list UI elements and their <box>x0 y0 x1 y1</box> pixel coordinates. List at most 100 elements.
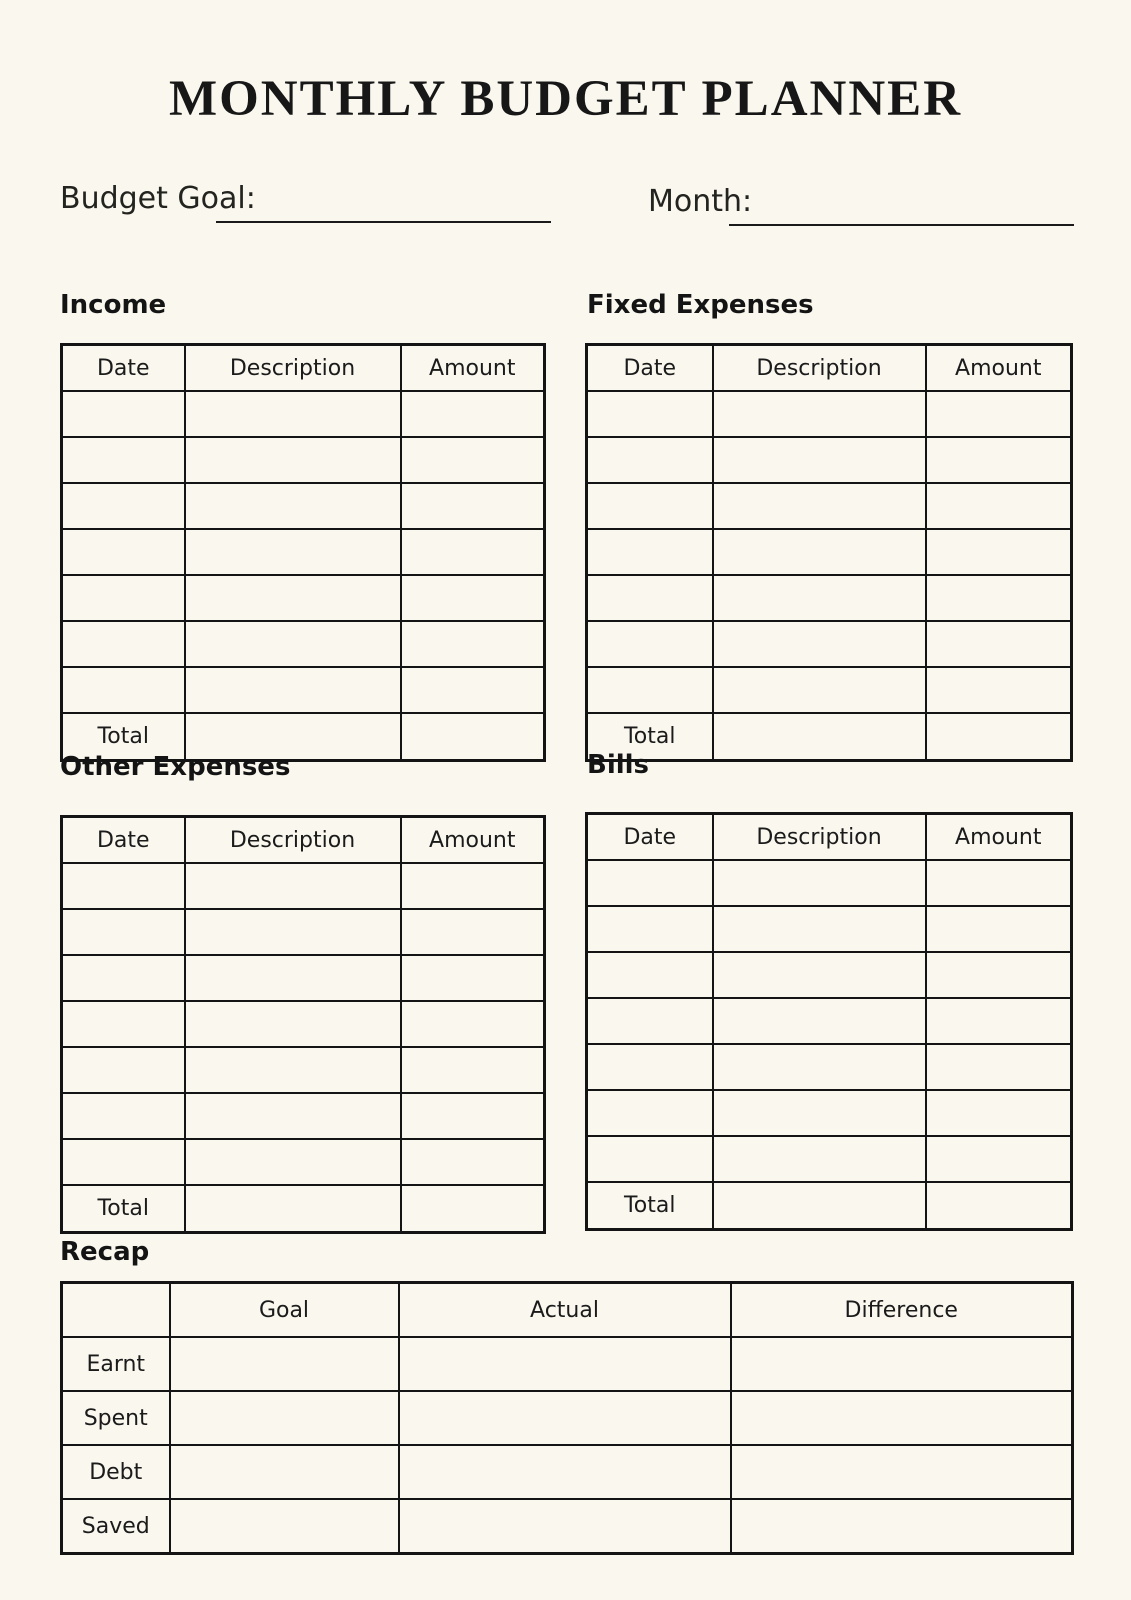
empty-cell[interactable] <box>183 908 402 956</box>
empty-cell[interactable] <box>924 620 1073 668</box>
budget-goal-input-line[interactable] <box>216 221 551 223</box>
empty-cell[interactable] <box>924 1135 1073 1183</box>
empty-cell[interactable] <box>924 1089 1073 1137</box>
empty-cell[interactable] <box>399 862 546 910</box>
empty-cell[interactable] <box>399 528 546 576</box>
other-expenses-total-amount-cell[interactable] <box>399 1184 546 1234</box>
empty-cell[interactable] <box>711 666 927 714</box>
empty-cell[interactable] <box>924 390 1073 438</box>
empty-cell[interactable] <box>183 390 402 438</box>
empty-cell[interactable] <box>183 1046 402 1094</box>
empty-cell[interactable] <box>711 859 927 907</box>
empty-cell[interactable] <box>183 574 402 622</box>
empty-cell[interactable] <box>924 997 1073 1045</box>
empty-cell[interactable] <box>397 1498 732 1555</box>
empty-cell[interactable] <box>711 528 927 576</box>
empty-cell[interactable] <box>183 954 402 1002</box>
empty-cell[interactable] <box>399 1138 546 1186</box>
fixed-expenses-total-amount-cell[interactable] <box>924 712 1073 762</box>
empty-cell[interactable] <box>711 620 927 668</box>
empty-cell[interactable] <box>399 1046 546 1094</box>
empty-cell[interactable] <box>168 1498 400 1555</box>
bills-total-amount-cell[interactable] <box>924 1181 1073 1231</box>
empty-cell[interactable] <box>585 997 714 1045</box>
empty-cell[interactable] <box>711 1135 927 1183</box>
empty-cell[interactable] <box>60 1046 186 1094</box>
empty-cell[interactable] <box>60 862 186 910</box>
empty-cell[interactable] <box>60 390 186 438</box>
empty-cell[interactable] <box>60 1000 186 1048</box>
income-total-description-cell[interactable] <box>183 712 402 762</box>
empty-cell[interactable] <box>399 1092 546 1140</box>
fixed-expenses-total-description-cell[interactable] <box>711 712 927 762</box>
empty-cell[interactable] <box>168 1336 400 1392</box>
empty-cell[interactable] <box>585 951 714 999</box>
empty-cell[interactable] <box>924 528 1073 576</box>
empty-cell[interactable] <box>168 1444 400 1500</box>
empty-cell[interactable] <box>399 954 546 1002</box>
empty-cell[interactable] <box>585 528 714 576</box>
empty-cell[interactable] <box>585 905 714 953</box>
empty-cell[interactable] <box>183 862 402 910</box>
empty-cell[interactable] <box>711 1089 927 1137</box>
empty-cell[interactable] <box>399 574 546 622</box>
empty-cell[interactable] <box>585 390 714 438</box>
empty-cell[interactable] <box>397 1444 732 1500</box>
empty-cell[interactable] <box>60 1138 186 1186</box>
empty-cell[interactable] <box>60 954 186 1002</box>
empty-cell[interactable] <box>585 666 714 714</box>
empty-cell[interactable] <box>711 482 927 530</box>
empty-cell[interactable] <box>924 1043 1073 1091</box>
empty-cell[interactable] <box>924 436 1073 484</box>
empty-cell[interactable] <box>60 482 186 530</box>
empty-cell[interactable] <box>60 1092 186 1140</box>
other-expenses-total-description-cell[interactable] <box>183 1184 402 1234</box>
empty-cell[interactable] <box>60 908 186 956</box>
income-total-amount-cell[interactable] <box>399 712 546 762</box>
bills-total-description-cell[interactable] <box>711 1181 927 1231</box>
empty-cell[interactable] <box>585 482 714 530</box>
empty-cell[interactable] <box>399 390 546 438</box>
empty-cell[interactable] <box>585 1135 714 1183</box>
empty-cell[interactable] <box>924 666 1073 714</box>
empty-cell[interactable] <box>924 905 1073 953</box>
empty-cell[interactable] <box>711 574 927 622</box>
empty-cell[interactable] <box>729 1390 1074 1446</box>
empty-cell[interactable] <box>168 1390 400 1446</box>
month-input-line[interactable] <box>729 224 1074 226</box>
empty-cell[interactable] <box>585 436 714 484</box>
empty-cell[interactable] <box>397 1336 732 1392</box>
empty-cell[interactable] <box>183 528 402 576</box>
empty-cell[interactable] <box>585 859 714 907</box>
empty-cell[interactable] <box>60 436 186 484</box>
empty-cell[interactable] <box>183 666 402 714</box>
empty-cell[interactable] <box>183 1138 402 1186</box>
empty-cell[interactable] <box>399 620 546 668</box>
empty-cell[interactable] <box>183 1000 402 1048</box>
empty-cell[interactable] <box>60 620 186 668</box>
empty-cell[interactable] <box>924 482 1073 530</box>
empty-cell[interactable] <box>183 1092 402 1140</box>
empty-cell[interactable] <box>399 436 546 484</box>
empty-cell[interactable] <box>60 666 186 714</box>
empty-cell[interactable] <box>711 951 927 999</box>
empty-cell[interactable] <box>711 997 927 1045</box>
empty-cell[interactable] <box>60 528 186 576</box>
empty-cell[interactable] <box>585 1089 714 1137</box>
empty-cell[interactable] <box>183 482 402 530</box>
empty-cell[interactable] <box>711 390 927 438</box>
empty-cell[interactable] <box>711 1043 927 1091</box>
empty-cell[interactable] <box>711 436 927 484</box>
empty-cell[interactable] <box>399 908 546 956</box>
empty-cell[interactable] <box>183 436 402 484</box>
empty-cell[interactable] <box>183 620 402 668</box>
empty-cell[interactable] <box>924 951 1073 999</box>
empty-cell[interactable] <box>399 1000 546 1048</box>
empty-cell[interactable] <box>729 1444 1074 1500</box>
empty-cell[interactable] <box>397 1390 732 1446</box>
empty-cell[interactable] <box>399 666 546 714</box>
empty-cell[interactable] <box>924 859 1073 907</box>
empty-cell[interactable] <box>399 482 546 530</box>
empty-cell[interactable] <box>585 620 714 668</box>
empty-cell[interactable] <box>60 574 186 622</box>
